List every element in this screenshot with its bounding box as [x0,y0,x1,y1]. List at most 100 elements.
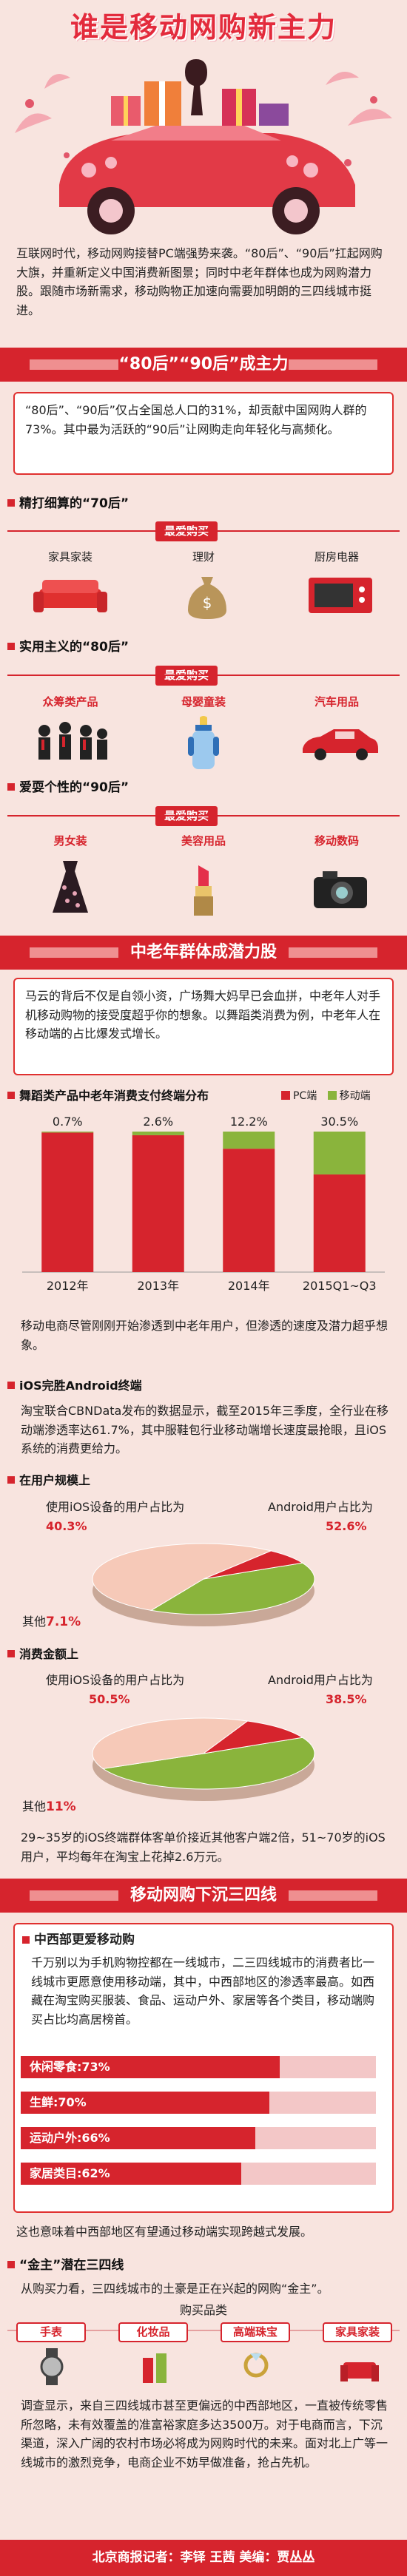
pie1-other: 其他7.1% [22,1615,81,1629]
divider [7,815,400,817]
bar-pc [223,1149,275,1272]
chart1-legend: PC端 移动端 [281,1089,371,1105]
section3-banner: 移动网购下沉三四线 [0,1879,407,1913]
midwest-text: 千万别以为手机购物控都在一线城市，二三四线城市的消费者比一线城市更愿意使用移动端… [31,1955,375,2026]
category-label: 2013年 [137,1279,179,1293]
pie1-other-value: 7.1% [46,1615,81,1629]
bar-mobile [132,1132,184,1135]
product-furniture: 家具家装 [323,2322,392,2343]
jewelry-icon [243,2353,269,2378]
pie2-ios-label: 使用iOS设备的用户占比为 [46,1673,185,1687]
item-beauty-label: 美容用品 [181,834,226,848]
lipstick-icon [194,865,213,916]
bar-pc [41,1132,94,1272]
page-title: 谁是移动网购新主力 [70,10,337,44]
ios-heading: iOS完胜Android终端 [7,1377,142,1396]
group-90s-heading: 爱耍个性的“90后” [7,778,129,797]
pie-slice [203,1720,304,1754]
data-label: 0.7% [53,1115,83,1129]
hero-illustration [15,59,392,234]
pie-slice [92,1543,272,1611]
product-watch: 手表 [16,2322,86,2343]
data-label: 12.2% [230,1115,268,1129]
midwest-heading: 中西部更爱移动购 [22,1930,385,1950]
section3-title: 移动网购下沉三四线 [130,1886,277,1904]
pie-caption: 29~35岁的iOS终端群体客单价接近其他客户端2倍，51~70岁的iOS用户，… [21,1830,386,1864]
armchair-icon [340,2362,379,2381]
section1-title: “80后”“90后”成主力 [118,355,289,373]
divider [7,2330,400,2331]
section1-banner: “80后”“90后”成主力 [0,348,407,382]
pie1-heading: 在用户规模上 [7,1472,90,1490]
category-label: 2012年 [47,1279,89,1293]
ios-text: 淘宝联合CBNData发布的数据显示，截至2015年三季度，全行业在移动端渗透率… [21,1404,389,1456]
intro-text: 互联网时代，移动网购接替PC端强势来袭。“80后”、“90后”扛起网购大旗，并重… [16,246,383,317]
pie2-android-value: 38.5% [326,1692,367,1706]
bar-pc [132,1135,184,1272]
watch-icon [40,2348,64,2385]
item-crowdfunding-label: 众筹类产品 [42,695,98,709]
pie-chart-spending [92,1717,315,1801]
bar-mobile [313,1132,366,1174]
item-finance-label: 理财 [192,550,215,564]
hbar-3: 家居类目:62% [21,2163,241,2185]
chart1-caption: 移动电商尽管刚刚开始渗透到中老年用户，但渗透的速度及潜力超乎想象。 [21,1319,388,1352]
pie2-other-value: 11% [46,1799,76,1814]
final-text: 调查显示，来自三四线城市甚至更偏远的中西部地区，一直被传统零售所忽略，未有效覆盖… [21,2398,388,2469]
pie2-ios-value: 50.5% [89,1692,130,1706]
item-baby-label: 母婴童装 [181,695,226,709]
section2-text: 马云的背后不仅是自领小资，广场舞大妈早已会血拼，中老年人对手机移动购物的接受度超… [25,989,381,1041]
category-label: 2014年 [228,1279,270,1293]
footer-credits: 北京商报记者：李铎 王茜 美编：贾丛丛 [0,2540,407,2576]
divider [7,530,400,532]
car-icon [303,729,378,760]
data-label: 2.6% [143,1115,173,1129]
stacked-bar-chart: 0.7% 2012年 2.6% 2013年 12.2% 2014年 30.5% 2015Q1~… [22,1115,385,1293]
section2-title: 中老年群体成潜力股 [130,943,277,961]
pie-slice [101,1737,315,1790]
group-80s-heading: 实用主义的“80后” [7,638,129,657]
group-70s-heading: 精打细算的“70后” [7,494,129,513]
pie-chart-user-scale [92,1543,315,1626]
cosmetics-icon [143,2353,166,2383]
section2-text-box: 马云的背后不仅是自领小资，广场舞大妈早已会血拼，中老年人对手机移动购物的接受度超… [13,978,394,1075]
item-digital-label: 移动数码 [314,834,359,848]
item-clothing-label: 男女装 [53,834,87,848]
pie-slice [149,1562,315,1615]
pie1-android-label: Android用户占比为 [268,1500,373,1514]
category-label: 2015Q1~Q3 [303,1279,377,1293]
legend-pc: PC端 [293,1090,317,1102]
baby-bottle-icon [188,716,219,769]
section1-text-box: “80后”、“90后”仅占全国总人口的31%，却贡献中国网购人群的73%。其中最… [13,392,394,475]
dress-icon [53,861,88,913]
microwave-icon [309,578,372,613]
item-car-label: 汽车用品 [314,695,359,709]
pie2-android-label: Android用户占比为 [268,1673,373,1687]
gold-heading: “金主”潜在三四线 [7,2256,124,2275]
hbar-2: 运动户外:66% [21,2127,255,2149]
pie-slice [203,1550,304,1580]
hbar-1: 生鲜:70% [21,2092,269,2114]
hbar-0: 休闲零食:73% [21,2056,280,2078]
item-kitchen-label: 厨房电器 [314,550,359,564]
chart1-heading: 舞蹈类产品中老年消费支付终端分布 [7,1087,209,1106]
section1-text: “80后”、“90后”仅占全国总人口的31%，却贡献中国网购人群的73%。其中最… [25,403,367,436]
buy-title: 购买品类 [179,2303,227,2317]
svg-text:$: $ [203,594,212,612]
item-furniture-label: 家具家装 [47,550,92,564]
crowd-icon [38,722,107,760]
legend-mobile: 移动端 [339,1090,371,1102]
product-jewelry: 高端珠宝 [221,2322,290,2343]
pie2-heading: 消费金额上 [7,1646,78,1664]
section2-banner: 中老年群体成潜力股 [0,936,407,970]
bar-mobile [223,1132,275,1149]
camera-icon [314,871,367,908]
divider [7,675,400,676]
pie1-android-value: 52.6% [326,1519,367,1533]
gold-text: 从购买力看，三四线城市的土豪是正在兴起的网购“金主”。 [21,2282,329,2296]
money-bag-icon: $ [188,577,226,619]
product-cosmetics: 化妆品 [118,2322,188,2343]
pie-slice [92,1717,249,1769]
data-label: 30.5% [320,1115,358,1129]
